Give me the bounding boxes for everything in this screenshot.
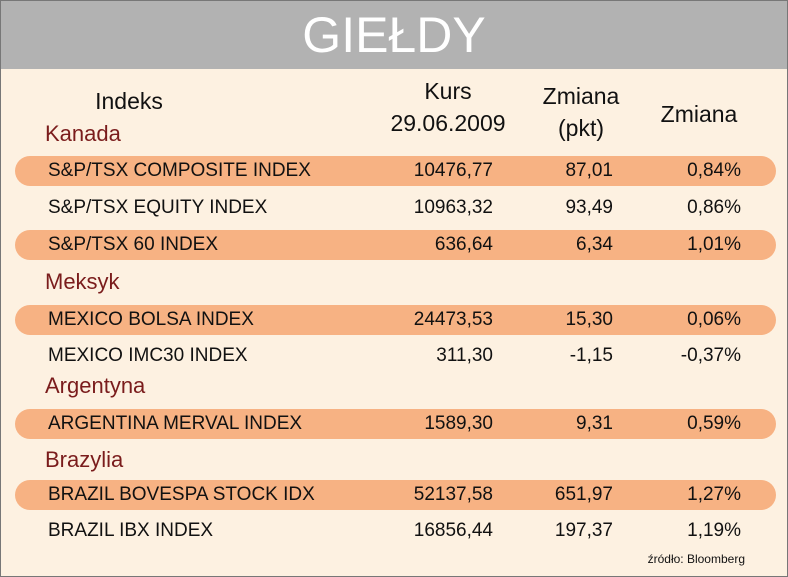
group-label: Meksyk: [45, 269, 120, 294]
value-cell: 0,59%: [687, 413, 741, 434]
index-name: MEXICO IMC30 INDEX: [48, 345, 248, 366]
index-name: ARGENTINA MERVAL INDEX: [48, 413, 303, 434]
group-label: Brazylia: [45, 447, 124, 472]
column-header: 29.06.2009: [390, 110, 506, 136]
value-cell: 0,86%: [687, 197, 741, 218]
value-cell: 93,49: [565, 197, 613, 218]
source: źródło: Bloomberg: [647, 552, 745, 566]
index-name: S&P/TSX COMPOSITE INDEX: [48, 160, 311, 181]
row-highlight: [15, 230, 776, 260]
column-header: Zmiana: [542, 83, 620, 109]
value-cell: 9,31: [576, 413, 613, 434]
value-cell: 0,06%: [687, 309, 741, 330]
column-header: Kurs: [424, 78, 472, 104]
value-cell: 16856,44: [413, 520, 493, 541]
index-name: BRAZIL IBX INDEX: [48, 520, 214, 541]
row-highlight: [15, 156, 776, 186]
value-cell: 15,30: [565, 309, 613, 330]
value-cell: 24473,53: [413, 309, 493, 330]
title: GIEŁDY: [302, 7, 486, 63]
index-name: MEXICO BOLSA INDEX: [48, 309, 254, 330]
row-highlight: [15, 305, 776, 335]
value-cell: 1,01%: [687, 234, 741, 255]
value-cell: 311,30: [436, 345, 493, 366]
value-cell: 10963,32: [413, 197, 493, 218]
column-header: (pkt): [558, 115, 604, 141]
value-cell: 636,64: [434, 234, 493, 255]
row-highlight: [15, 409, 776, 439]
value-cell: 1589,30: [424, 413, 493, 434]
value-cell: 651,97: [554, 484, 613, 505]
value-cell: 0,84%: [687, 160, 741, 181]
value-cell: 1,19%: [687, 520, 741, 541]
value-cell: 6,34: [576, 234, 613, 255]
row-highlight: [15, 480, 776, 510]
index-name: BRAZIL BOVESPA STOCK IDX: [48, 484, 315, 505]
index-name: S&P/TSX EQUITY INDEX: [48, 197, 268, 218]
value-cell: 10476,77: [413, 160, 493, 181]
column-header: Indeks: [95, 88, 163, 114]
index-name: S&P/TSX 60 INDEX: [48, 234, 219, 255]
value-cell: 87,01: [565, 160, 613, 181]
value-cell: -1,15: [569, 345, 613, 366]
group-label: Argentyna: [45, 373, 146, 398]
title-band: [1, 1, 787, 69]
value-cell: -0,37%: [680, 345, 741, 366]
value-cell: 52137,58: [413, 484, 493, 505]
value-cell: 1,27%: [687, 484, 741, 505]
column-header: Zmiana: [660, 101, 738, 127]
group-label: Kanada: [45, 121, 121, 146]
value-cell: 197,37: [554, 520, 613, 541]
